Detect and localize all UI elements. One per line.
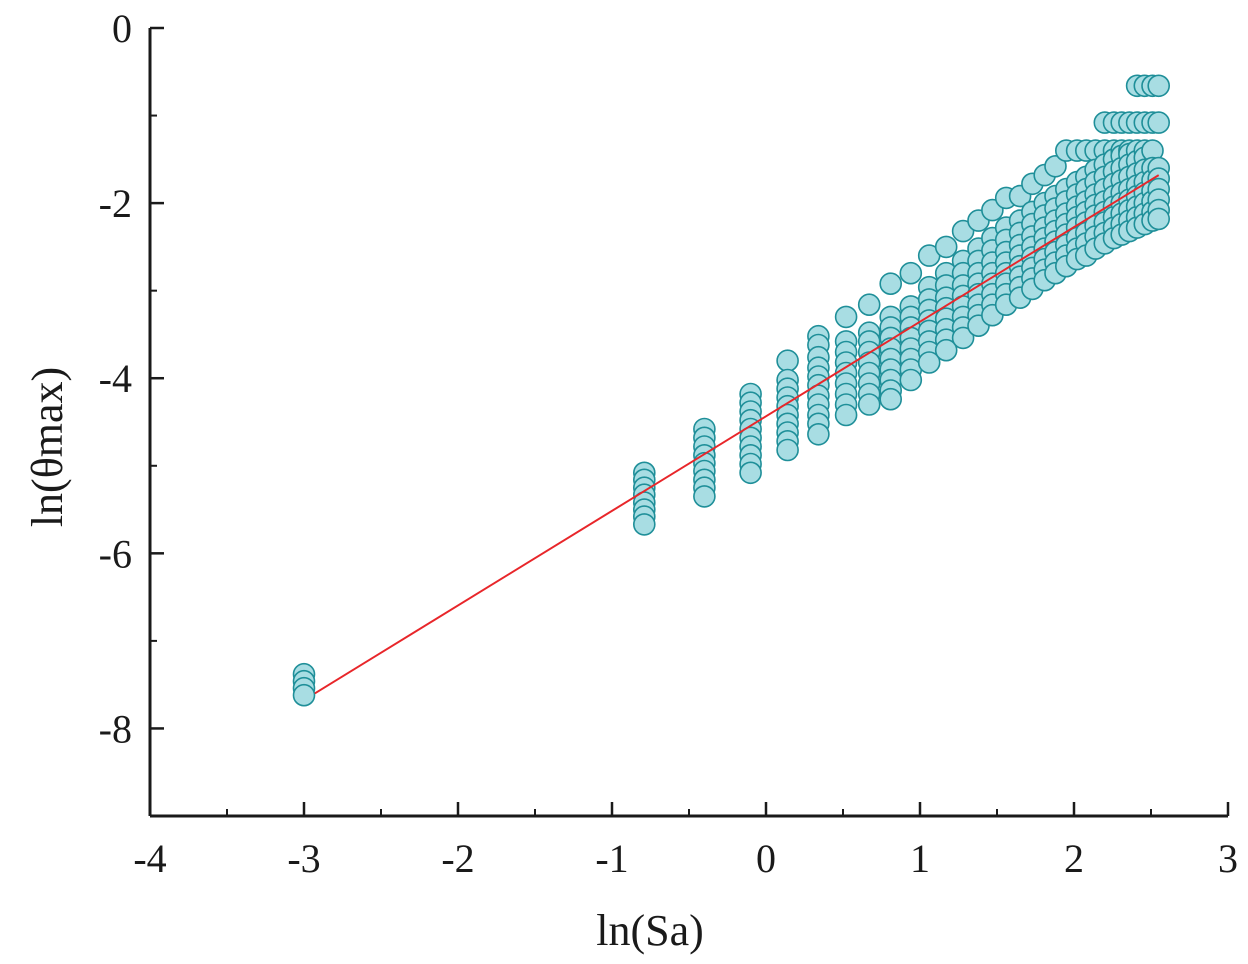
- data-point: [1044, 155, 1067, 178]
- data-point: [776, 349, 799, 373]
- data-points: [292, 74, 1170, 707]
- data-point: [951, 219, 975, 243]
- y-tick-label: -8: [99, 706, 132, 751]
- y-tick-label: -4: [99, 356, 132, 401]
- data-point: [834, 305, 858, 329]
- data-point: [834, 403, 858, 427]
- data-point: [899, 368, 923, 392]
- data-point: [934, 338, 958, 362]
- x-tick-label: -2: [441, 836, 474, 881]
- x-tick-label: 0: [756, 836, 776, 881]
- data-point: [934, 235, 958, 259]
- y-tick-label: -6: [99, 531, 132, 576]
- y-axis-title: ln(θmax): [23, 367, 72, 527]
- data-point: [693, 485, 716, 508]
- x-tick-label: -3: [287, 836, 320, 881]
- x-axis-title: ln(Sa): [596, 906, 704, 955]
- data-point: [857, 293, 881, 317]
- x-tick-label: -1: [595, 836, 628, 881]
- y-tick-label: -2: [99, 181, 132, 226]
- data-point: [1147, 207, 1170, 231]
- y-tick-label: 0: [112, 6, 132, 51]
- data-point: [739, 461, 762, 485]
- data-point: [1147, 111, 1170, 134]
- data-point: [899, 261, 923, 285]
- x-tick-label: 1: [910, 836, 930, 881]
- x-tick-label: 2: [1064, 836, 1084, 881]
- x-tick-label: -4: [133, 836, 166, 881]
- axis-ticks: -4 -3 -2 -1 0 1 2 3 -8 -6 -4 -2 0: [99, 6, 1238, 881]
- data-point: [917, 351, 941, 374]
- data-point: [857, 393, 881, 416]
- data-point: [951, 326, 975, 350]
- data-point: [879, 387, 903, 411]
- data-point: [879, 272, 903, 296]
- data-point: [632, 513, 656, 536]
- fit-line-layer: [314, 174, 1160, 695]
- data-point: [807, 422, 830, 446]
- data-point: [1147, 74, 1170, 98]
- data-point: [292, 683, 316, 707]
- x-tick-label: 3: [1218, 836, 1238, 881]
- fit-line: [314, 174, 1160, 695]
- data-point: [776, 438, 799, 462]
